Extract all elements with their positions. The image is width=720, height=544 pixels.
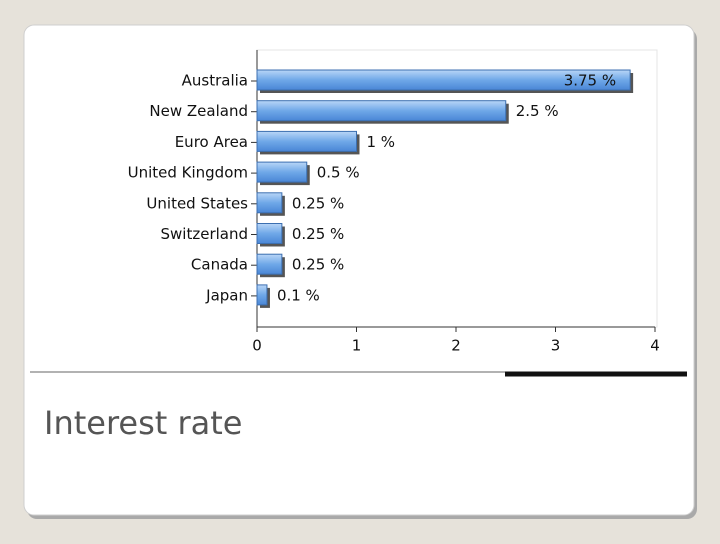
value-label: 0.5 % — [317, 164, 360, 182]
caption: Interest rate — [44, 404, 242, 442]
x-tick-label: 4 — [650, 337, 660, 355]
bar — [256, 284, 268, 306]
bar — [256, 223, 283, 244]
x-tick-label: 1 — [352, 337, 362, 355]
value-label: 1 % — [367, 133, 396, 151]
y-tick-label: United Kingdom — [128, 164, 248, 182]
value-label: 0.25 % — [292, 194, 344, 212]
plot-area — [256, 49, 658, 328]
bar — [256, 192, 283, 214]
value-label: 3.75 % — [564, 72, 616, 90]
x-tick-label: 0 — [252, 337, 262, 355]
value-label: 0.25 % — [292, 225, 344, 243]
value-label: 0.1 % — [277, 286, 320, 304]
y-tick-label: Euro Area — [175, 133, 248, 151]
x-tick-label: 2 — [451, 337, 461, 355]
bar — [256, 253, 283, 275]
x-tick-label: 3 — [551, 337, 561, 355]
value-label: 2.5 % — [516, 102, 559, 120]
bar — [256, 130, 357, 152]
bar — [256, 69, 631, 91]
y-tick-label: United States — [146, 194, 248, 212]
y-tick-label: Switzerland — [161, 225, 249, 243]
bar — [256, 161, 308, 183]
bar — [256, 100, 507, 122]
y-tick-label: New Zealand — [149, 102, 248, 120]
y-tick-label: Australia — [182, 72, 248, 90]
value-label: 0.25 % — [292, 256, 344, 274]
y-tick-label: Canada — [191, 256, 248, 274]
y-tick-label: Japan — [205, 286, 248, 304]
